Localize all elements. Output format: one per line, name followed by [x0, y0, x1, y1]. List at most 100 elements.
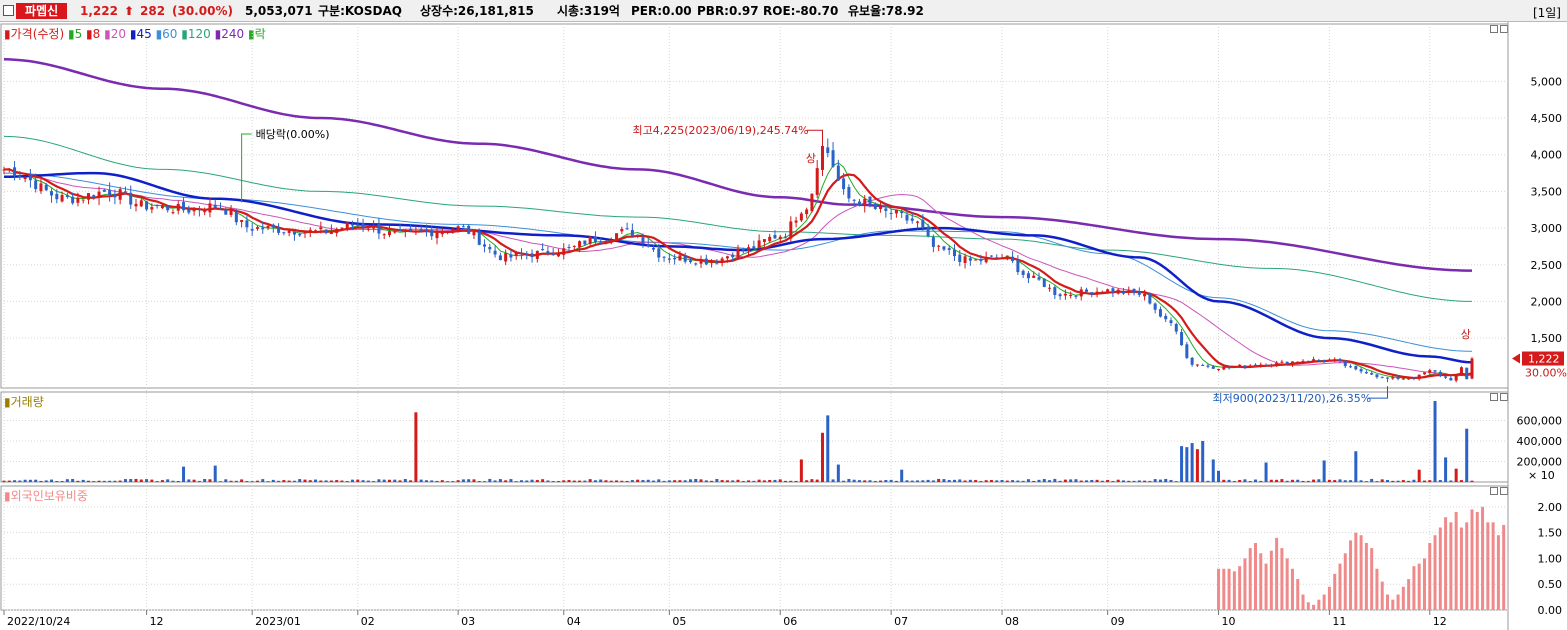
date-tick-label: 02	[361, 615, 375, 628]
candle-body	[76, 197, 80, 203]
listed-shares: 상장수:26,181,815	[420, 4, 534, 18]
volume-bar	[76, 480, 80, 482]
candle-body	[900, 211, 904, 214]
candle-body	[1370, 373, 1374, 375]
candle-body	[1053, 287, 1057, 296]
foreign-tick-label: 0.50	[1538, 578, 1563, 591]
candle-body	[50, 191, 54, 196]
volume-bar	[688, 479, 692, 482]
candle-body	[150, 207, 154, 210]
volume-bar	[1137, 480, 1141, 482]
foreign-bar	[1222, 568, 1226, 610]
volume-bar	[1079, 480, 1083, 482]
candle-body	[97, 191, 101, 198]
candle-body	[1005, 255, 1009, 257]
volume-bar	[203, 478, 207, 482]
volume-bar	[1280, 479, 1284, 482]
volume-bar	[398, 480, 402, 482]
volume-bar	[160, 480, 164, 482]
foreign-tick-label: 0.00	[1538, 604, 1563, 617]
volume-bar	[1032, 480, 1036, 482]
select-checkbox[interactable]	[3, 5, 14, 16]
volume-bar	[778, 479, 782, 482]
candle-body	[1428, 370, 1432, 374]
volume-bar	[86, 480, 90, 482]
volume-bar	[799, 459, 803, 482]
candle-body	[768, 236, 772, 242]
candle-body	[810, 193, 814, 212]
volume-bar	[7, 480, 11, 482]
candle-body	[192, 208, 196, 212]
volume-bar	[23, 479, 27, 482]
volume-bar	[55, 480, 59, 482]
volume-bar	[620, 480, 624, 482]
volume-bar	[1238, 479, 1242, 482]
volume-bar	[530, 479, 534, 482]
candle-body	[319, 227, 323, 230]
candle-body	[1401, 378, 1405, 380]
date-tick-label: 12	[150, 615, 164, 628]
candle-body	[277, 227, 281, 233]
candle-body	[351, 224, 355, 226]
volume-bar	[81, 479, 85, 482]
volume-bar	[519, 480, 523, 482]
volume-bar	[1259, 480, 1263, 482]
volume-bar	[847, 478, 851, 482]
volume-bar	[477, 480, 481, 482]
foreign-bar	[1227, 568, 1231, 610]
candle-body	[578, 241, 582, 248]
candle-body	[430, 230, 434, 237]
volume-panel-minimize-button[interactable]	[1490, 393, 1498, 401]
foreign-bar	[1417, 563, 1421, 610]
candle-body	[1407, 378, 1411, 380]
volume-bar	[456, 480, 460, 482]
volume-bar	[71, 478, 75, 482]
candle-body	[308, 229, 312, 232]
volume-bar	[752, 480, 756, 482]
volume-bar	[340, 480, 344, 482]
volume-bar	[329, 480, 333, 482]
volume-bar	[2, 480, 6, 482]
volume-bar	[1053, 478, 1057, 482]
foreign-bar	[1396, 594, 1400, 610]
candle-body	[1000, 257, 1004, 259]
candle-body	[757, 240, 761, 248]
candle-body	[773, 234, 777, 239]
volume-legend: ▮거래량	[4, 395, 44, 409]
volume-bar	[958, 479, 962, 482]
ma20-line	[3, 168, 1473, 377]
volume-bar	[1253, 479, 1257, 482]
volume-bar	[678, 480, 682, 482]
volume-bar	[741, 480, 745, 482]
candle-body	[493, 250, 497, 255]
foreign-panel-minimize-button[interactable]	[1490, 487, 1498, 495]
candle-body	[451, 229, 455, 233]
price-tick-label: 5,000	[1531, 75, 1563, 88]
volume-bar	[1275, 479, 1279, 482]
period-selector[interactable]: [1일]	[1532, 6, 1561, 20]
candle-body	[424, 229, 428, 232]
candle-body	[504, 253, 508, 262]
foreign-bar	[1264, 563, 1268, 610]
volume-bar	[1158, 479, 1162, 482]
volume-bar	[916, 480, 920, 482]
price-change: 282	[140, 4, 166, 18]
volume-bar	[852, 479, 856, 482]
legend-ma120: 120	[187, 27, 211, 41]
foreign-bar	[1444, 517, 1448, 610]
stock-name[interactable]: 파멥신	[16, 3, 68, 19]
candle-body	[572, 245, 576, 247]
candle-body	[403, 230, 407, 232]
ma240-line	[3, 58, 1472, 272]
volume-bar	[1290, 479, 1294, 482]
volume-bar	[546, 480, 550, 482]
price-panel-minimize-button[interactable]	[1490, 25, 1498, 33]
candle-body	[65, 195, 69, 197]
volume-bar	[424, 480, 428, 482]
candle-body	[1121, 291, 1125, 294]
candle-body	[995, 257, 999, 259]
volume-bar	[657, 479, 661, 482]
low-marker-arrow	[1367, 386, 1389, 399]
candle-body	[715, 262, 719, 264]
